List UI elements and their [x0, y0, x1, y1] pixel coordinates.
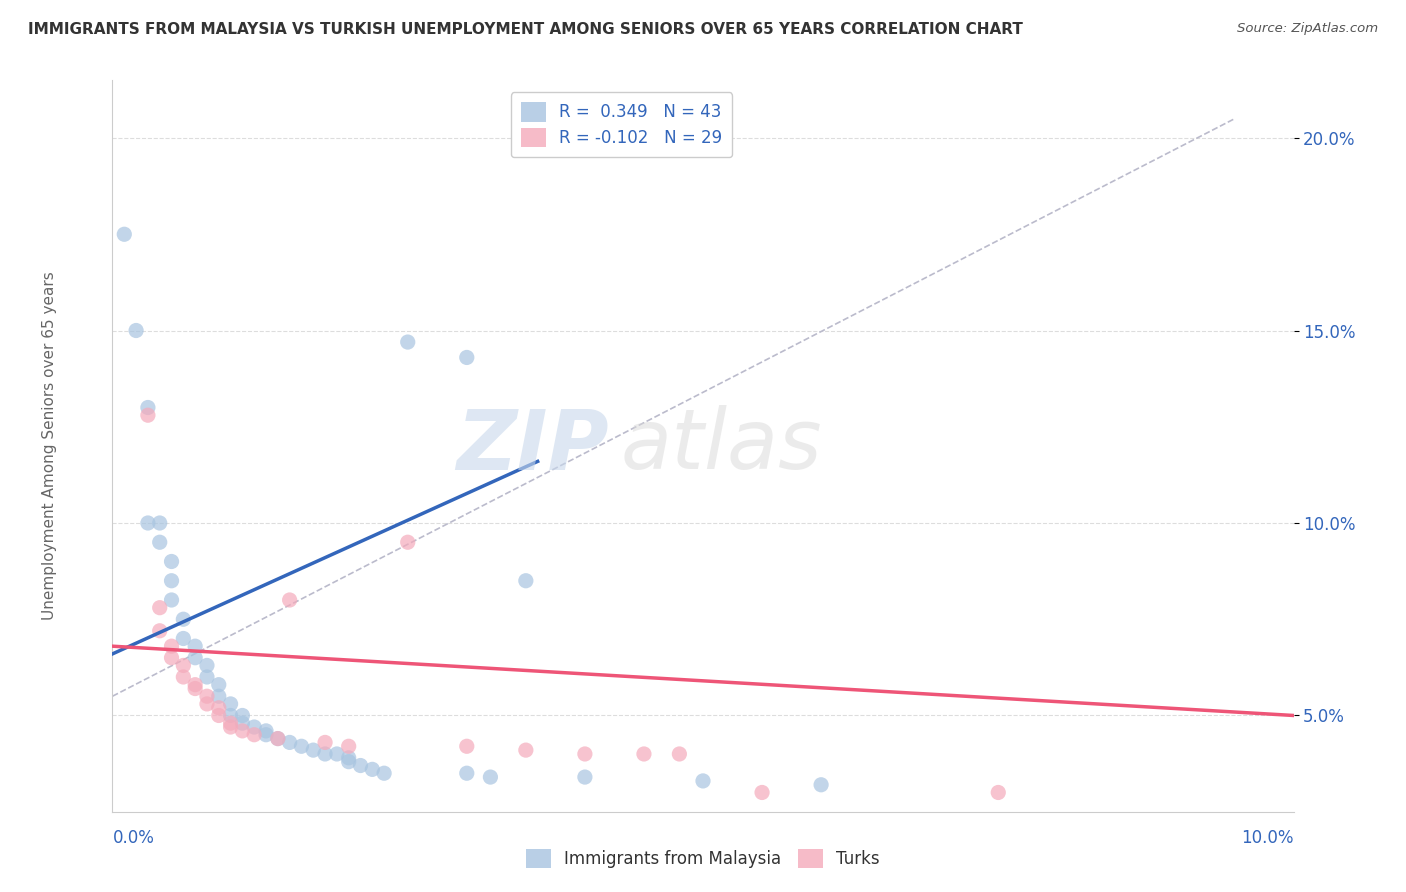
Point	[254, 723, 277, 738]
Point	[326, 747, 349, 761]
Point	[668, 747, 690, 761]
Point	[337, 755, 360, 769]
Point	[219, 716, 242, 731]
Point	[160, 593, 183, 607]
Point	[219, 720, 242, 734]
Point	[172, 658, 194, 673]
Point	[254, 728, 277, 742]
Point	[136, 408, 159, 422]
Point	[243, 728, 266, 742]
Point	[267, 731, 290, 746]
Point	[195, 670, 218, 684]
Point	[314, 747, 336, 761]
Point	[396, 535, 419, 549]
Point	[337, 739, 360, 754]
Point	[208, 700, 231, 714]
Point	[267, 731, 290, 746]
Text: 0.0%: 0.0%	[112, 829, 155, 847]
Point	[184, 681, 207, 696]
Point	[479, 770, 502, 784]
Point	[456, 766, 478, 780]
Point	[184, 639, 207, 653]
Point	[349, 758, 371, 772]
Point	[149, 516, 172, 530]
Point	[574, 770, 596, 784]
Point	[208, 678, 231, 692]
Point	[172, 670, 194, 684]
Point	[219, 697, 242, 711]
Point	[456, 351, 478, 365]
Point	[195, 697, 218, 711]
Point	[515, 574, 537, 588]
Point	[361, 763, 384, 777]
Text: 10.0%: 10.0%	[1241, 829, 1294, 847]
Point	[136, 401, 159, 415]
Point	[208, 690, 231, 704]
Point	[172, 612, 194, 626]
Point	[112, 227, 135, 242]
Point	[136, 516, 159, 530]
Text: IMMIGRANTS FROM MALAYSIA VS TURKISH UNEMPLOYMENT AMONG SENIORS OVER 65 YEARS COR: IMMIGRANTS FROM MALAYSIA VS TURKISH UNEM…	[28, 22, 1024, 37]
Point	[373, 766, 395, 780]
Point	[302, 743, 325, 757]
Point	[231, 716, 253, 731]
Point	[160, 554, 183, 568]
Point	[633, 747, 655, 761]
Text: ZIP: ZIP	[456, 406, 609, 486]
Point	[396, 334, 419, 349]
Point	[290, 739, 312, 754]
Point	[149, 535, 172, 549]
Point	[278, 735, 301, 749]
Point	[314, 735, 336, 749]
Point	[987, 785, 1010, 799]
Point	[231, 723, 253, 738]
Point	[574, 747, 596, 761]
Legend: Immigrants from Malaysia, Turks: Immigrants from Malaysia, Turks	[519, 842, 887, 875]
Point	[456, 739, 478, 754]
Point	[278, 593, 301, 607]
Point	[692, 773, 714, 788]
Point	[810, 778, 832, 792]
Legend: R =  0.349   N = 43, R = -0.102   N = 29: R = 0.349 N = 43, R = -0.102 N = 29	[510, 92, 733, 157]
Point	[125, 324, 148, 338]
Text: Source: ZipAtlas.com: Source: ZipAtlas.com	[1237, 22, 1378, 36]
Point	[337, 751, 360, 765]
Point	[160, 650, 183, 665]
Point	[149, 600, 172, 615]
Point	[172, 632, 194, 646]
Y-axis label: Unemployment Among Seniors over 65 years: Unemployment Among Seniors over 65 years	[42, 272, 56, 620]
Point	[195, 690, 218, 704]
Point	[515, 743, 537, 757]
Point	[195, 658, 218, 673]
Point	[160, 574, 183, 588]
Point	[751, 785, 773, 799]
Point	[231, 708, 253, 723]
Point	[184, 650, 207, 665]
Point	[149, 624, 172, 638]
Point	[160, 639, 183, 653]
Point	[208, 708, 231, 723]
Text: atlas: atlas	[620, 406, 823, 486]
Point	[219, 708, 242, 723]
Point	[184, 678, 207, 692]
Point	[243, 720, 266, 734]
